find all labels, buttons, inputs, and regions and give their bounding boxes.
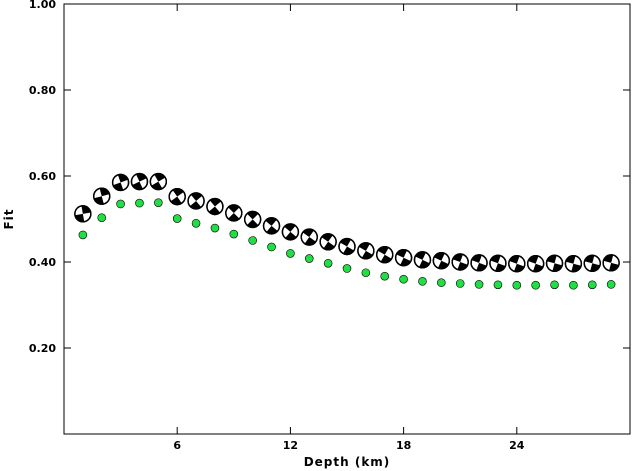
circle-point	[135, 198, 144, 208]
focal-mechanism-point	[243, 210, 262, 229]
focal-mechanism-point	[149, 172, 168, 191]
focal-mechanism-point	[206, 197, 224, 216]
focal-mechanism-point	[451, 253, 469, 271]
y-tick-label: 1.00	[29, 0, 56, 11]
x-tick-label: 18	[396, 439, 411, 452]
circle-point	[569, 280, 578, 290]
y-tick-label: 0.20	[29, 342, 56, 355]
focal-mechanism-point	[432, 252, 451, 270]
plot-frame	[63, 3, 631, 435]
focal-mechanism-point	[300, 228, 318, 246]
circle-point	[342, 264, 352, 273]
focal-mechanism-point	[545, 254, 564, 272]
x-tick-label: 24	[509, 439, 525, 452]
circle-point	[606, 280, 616, 289]
circle-point	[304, 254, 314, 263]
focal-mechanism-point	[74, 205, 92, 223]
circle-point	[323, 258, 333, 268]
x-tick-label: 6	[173, 439, 181, 452]
focal-mechanism-point	[357, 242, 375, 260]
x-axis-label: Depth (km)	[304, 455, 391, 469]
circle-point	[286, 249, 295, 258]
x-axis-ticks: 6 12 18 24	[173, 4, 525, 452]
y-tick-label: 0.40	[29, 256, 56, 269]
circle-point	[550, 280, 559, 290]
focal-mechanism-point	[225, 204, 243, 222]
circle-point	[361, 268, 371, 278]
focal-mechanism-point	[489, 254, 507, 272]
focal-mechanism-series	[74, 172, 620, 273]
circle-point	[493, 280, 503, 290]
y-axis-label: Fit	[2, 208, 16, 229]
circle-point	[267, 242, 276, 252]
circle-point	[418, 277, 427, 286]
focal-mechanism-point	[583, 254, 601, 272]
green-circle-series	[78, 198, 616, 290]
focal-mechanism-point	[130, 172, 149, 191]
focal-mechanism-point	[394, 249, 413, 267]
y-axis-ticks: 0.20 0.40 0.60 0.80 1.00	[29, 0, 630, 355]
focal-mechanism-point	[376, 245, 394, 264]
focal-mechanism-point	[602, 254, 620, 272]
circle-point	[248, 236, 257, 245]
focal-mechanism-point	[338, 237, 356, 256]
focal-mechanism-point	[470, 254, 488, 272]
circle-point	[474, 280, 484, 289]
circle-point	[229, 229, 239, 239]
focal-mechanism-point	[281, 223, 300, 241]
focal-mechanism-point	[262, 217, 281, 235]
circle-point	[172, 214, 182, 223]
circle-point	[116, 199, 125, 209]
circle-point	[531, 280, 540, 290]
circle-point	[399, 274, 408, 284]
circle-point	[512, 280, 522, 290]
focal-mechanism-point	[564, 255, 583, 273]
circle-point	[210, 223, 220, 233]
circle-point	[78, 230, 88, 240]
y-tick-label: 0.60	[29, 170, 56, 183]
focal-mechanism-point	[413, 251, 432, 269]
focal-mechanism-point	[319, 233, 337, 251]
x-tick-label: 12	[283, 439, 298, 452]
circle-point	[191, 219, 201, 228]
focal-mechanism-point	[508, 255, 526, 273]
focal-mechanism-point	[111, 173, 130, 192]
circle-point	[380, 271, 390, 281]
focal-mechanism-point	[187, 192, 205, 210]
circle-point	[154, 198, 163, 207]
circle-point	[455, 279, 465, 288]
circle-point	[437, 278, 446, 287]
focal-mechanism-point	[93, 187, 111, 205]
circle-point	[97, 213, 107, 223]
focal-mechanism-point	[168, 187, 186, 206]
y-tick-label: 0.80	[29, 84, 56, 97]
focal-mechanism-point	[526, 255, 545, 273]
circle-point	[587, 280, 597, 290]
